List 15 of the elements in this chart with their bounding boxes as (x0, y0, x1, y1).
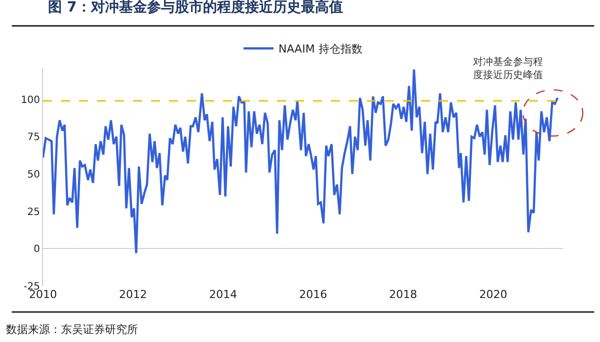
y-tick-label: 50 (27, 170, 40, 181)
y-tick-label: 100 (20, 94, 40, 106)
x-tick-label: 2012 (119, 288, 148, 301)
y-tick-label: 0 (34, 244, 40, 256)
annotation: 对冲基金参与程度接近历史峰值 (473, 56, 543, 81)
y-tick-label: 25 (27, 206, 40, 218)
x-tick-label: 2010 (29, 288, 57, 301)
y-tick-label: 75 (27, 132, 40, 144)
line-series (43, 68, 559, 254)
x-tick-label: 2020 (479, 288, 508, 301)
x-tick-label: 2016 (299, 288, 328, 301)
x-tick-label: 2014 (209, 288, 238, 301)
source-note: 数据来源：东吴证券研究所 (6, 323, 138, 336)
x-tick-label: 2018 (389, 288, 418, 301)
legend-label: NAAIM 持仓指数 (278, 42, 362, 56)
